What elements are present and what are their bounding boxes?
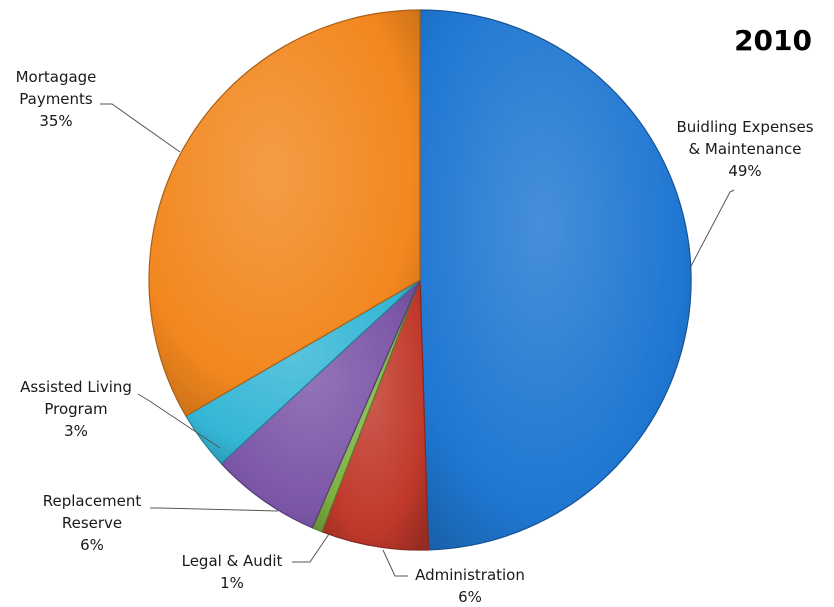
- slice-name-line-5-0: Mortagage: [16, 68, 97, 86]
- slice-percent-2: 1%: [220, 574, 244, 592]
- slice-label-5: Mortagage Payments 35%: [16, 68, 97, 130]
- slice-name-line-0-0: Buidling Expenses: [676, 118, 813, 136]
- slice-name-line-3-1: Reserve: [62, 514, 122, 532]
- leader-line-1: [382, 549, 408, 577]
- leader-line-0: [689, 189, 735, 269]
- slice-name-line-0-1: & Maintenance: [688, 140, 801, 158]
- slice-name-line-4-1: Program: [44, 400, 107, 418]
- slice-percent-3: 6%: [80, 536, 104, 554]
- leader-lines: [100, 103, 735, 577]
- leader-line-4: [137, 393, 221, 449]
- pie-slices: [148, 9, 692, 551]
- leader-line-2: [292, 533, 330, 563]
- slice-label-1: Administration 6%: [415, 566, 525, 606]
- leader-line-5: [100, 103, 181, 153]
- slice-percent-1: 6%: [458, 588, 482, 606]
- slice-name-line-4-0: Assisted Living: [20, 378, 132, 396]
- slice-name-line-3-0: Replacement: [43, 492, 142, 510]
- slice-labels: Buidling Expenses & Maintenance 49% Adminis…: [16, 68, 814, 606]
- slice-label-3: Replacement Reserve 6%: [43, 492, 142, 554]
- chart-title: 2010: [734, 24, 812, 57]
- slice-name-line-5-1: Payments: [19, 90, 93, 108]
- slice-name-line-1-0: Administration: [415, 566, 525, 584]
- slice-label-4: Assisted Living Program 3%: [20, 378, 132, 440]
- leader-line-3: [150, 507, 279, 512]
- slice-percent-0: 49%: [728, 162, 761, 180]
- slice-label-0: Buidling Expenses & Maintenance 49%: [676, 118, 813, 180]
- pie-slice-3: [220, 279, 421, 529]
- slice-label-2: Legal & Audit 1%: [182, 552, 283, 592]
- slice-percent-4: 3%: [64, 422, 88, 440]
- pie-slice-5: [148, 9, 421, 417]
- slice-percent-5: 35%: [39, 112, 72, 130]
- slice-name-line-2-0: Legal & Audit: [182, 552, 283, 570]
- pie-slice-0: [419, 9, 692, 551]
